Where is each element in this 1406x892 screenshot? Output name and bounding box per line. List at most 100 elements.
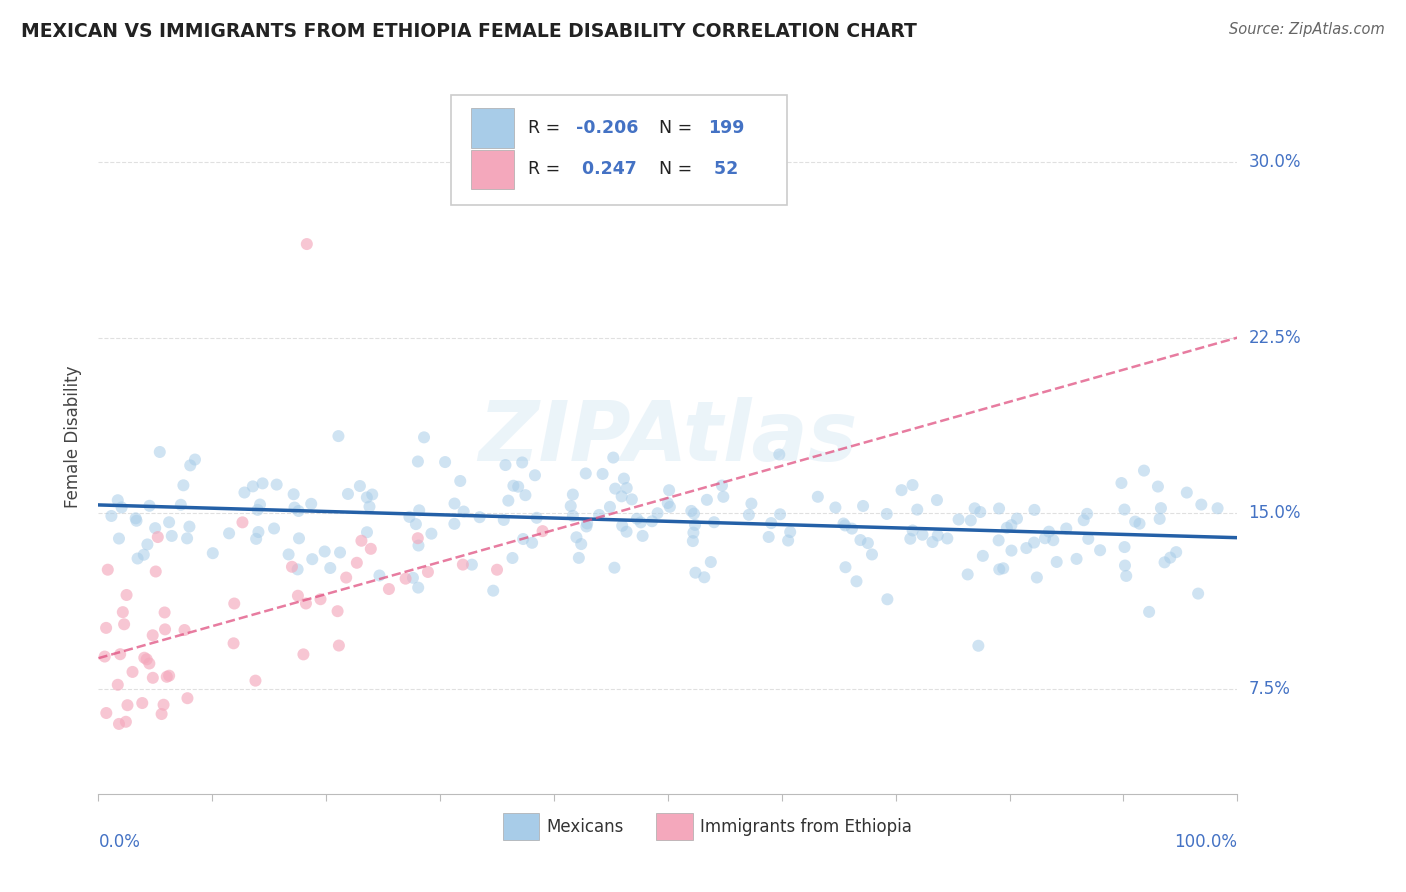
Point	[142, 628, 165, 642]
Point	[295, 597, 318, 611]
Point	[443, 497, 465, 511]
Point	[336, 487, 359, 501]
Point	[898, 532, 921, 546]
Point	[245, 532, 267, 546]
Point	[911, 528, 934, 542]
Point	[876, 507, 898, 521]
Point	[127, 551, 149, 566]
Point	[1159, 550, 1181, 565]
Point	[856, 536, 879, 550]
Point	[326, 604, 349, 618]
Point	[356, 525, 378, 540]
Point	[807, 490, 830, 504]
Point	[515, 488, 537, 502]
Point	[1015, 541, 1038, 555]
Point	[218, 526, 240, 541]
Point	[288, 532, 311, 546]
Point	[641, 514, 664, 528]
Point	[631, 529, 654, 543]
Point	[693, 570, 716, 584]
FancyBboxPatch shape	[503, 814, 538, 840]
Point	[179, 519, 201, 533]
Point	[925, 493, 948, 508]
Point	[398, 509, 420, 524]
Point	[569, 537, 592, 551]
Text: R =: R =	[527, 120, 565, 137]
Point	[292, 648, 315, 662]
Point	[245, 673, 267, 688]
Point	[246, 503, 269, 517]
Point	[995, 521, 1018, 535]
Point	[93, 649, 115, 664]
Point	[959, 513, 981, 527]
Point	[526, 511, 548, 525]
Text: 15.0%: 15.0%	[1249, 504, 1301, 522]
Point	[841, 522, 863, 536]
Point	[832, 516, 855, 531]
Point	[1114, 540, 1136, 554]
Point	[368, 568, 391, 582]
Point	[184, 452, 207, 467]
Text: -0.206: -0.206	[575, 120, 638, 137]
Point	[108, 532, 131, 546]
Point	[111, 605, 134, 619]
Point	[157, 669, 180, 683]
Point	[824, 500, 846, 515]
Point	[394, 572, 416, 586]
Point	[696, 492, 718, 507]
Point	[901, 478, 924, 492]
Point	[242, 479, 264, 493]
Point	[143, 521, 166, 535]
Point	[283, 500, 305, 515]
Point	[97, 563, 120, 577]
Point	[588, 508, 610, 522]
FancyBboxPatch shape	[471, 150, 515, 189]
Point	[449, 474, 471, 488]
FancyBboxPatch shape	[471, 109, 515, 148]
Point	[630, 516, 652, 530]
Point	[948, 512, 970, 526]
Point	[1076, 507, 1098, 521]
Text: R =: R =	[527, 161, 565, 178]
Point	[905, 502, 928, 516]
Point	[405, 517, 427, 532]
Point	[468, 510, 491, 524]
Point	[834, 560, 856, 574]
Point	[852, 499, 875, 513]
Point	[495, 458, 517, 472]
Point	[778, 533, 800, 548]
Point	[647, 506, 669, 520]
Point	[1000, 518, 1022, 533]
Point	[134, 650, 156, 665]
Point	[145, 565, 167, 579]
Point	[901, 524, 924, 538]
Point	[568, 550, 591, 565]
Point	[599, 500, 621, 514]
Point	[1114, 558, 1136, 573]
Point	[683, 517, 706, 532]
Point	[176, 532, 198, 546]
Point	[406, 454, 429, 468]
Point	[1128, 516, 1150, 531]
Point	[108, 647, 131, 661]
Point	[107, 493, 129, 508]
Point	[501, 551, 523, 566]
Text: 7.5%: 7.5%	[1249, 680, 1291, 698]
Point	[613, 472, 636, 486]
Text: N =: N =	[659, 161, 697, 178]
Point	[222, 636, 245, 650]
Point	[356, 491, 378, 505]
Point	[703, 515, 725, 529]
Point	[281, 559, 304, 574]
Point	[115, 714, 138, 729]
Point	[993, 561, 1015, 575]
Point	[779, 524, 801, 539]
Point	[173, 623, 195, 637]
Point	[1137, 605, 1160, 619]
Point	[249, 498, 271, 512]
FancyBboxPatch shape	[451, 95, 787, 205]
Point	[115, 588, 138, 602]
Point	[876, 592, 898, 607]
Point	[1206, 501, 1229, 516]
Point	[420, 526, 443, 541]
